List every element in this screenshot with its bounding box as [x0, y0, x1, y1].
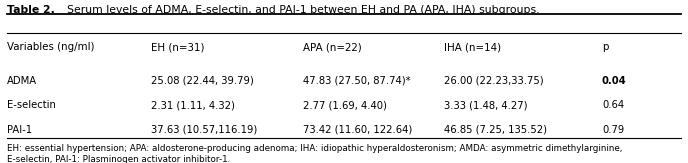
Text: 47.83 (27.50, 87.74)*: 47.83 (27.50, 87.74)* — [303, 76, 410, 86]
Text: 37.63 (10.57,116.19): 37.63 (10.57,116.19) — [151, 125, 257, 135]
Text: 46.85 (7.25, 135.52): 46.85 (7.25, 135.52) — [444, 125, 547, 135]
Text: 0.04: 0.04 — [602, 76, 627, 86]
Text: IHA (n=14): IHA (n=14) — [444, 42, 501, 52]
Text: 25.08 (22.44, 39.79): 25.08 (22.44, 39.79) — [151, 76, 254, 86]
Text: APA (n=22): APA (n=22) — [303, 42, 361, 52]
Text: Table 2.: Table 2. — [7, 5, 55, 15]
Text: PAI-1: PAI-1 — [7, 125, 32, 135]
Text: 2.31 (1.11, 4.32): 2.31 (1.11, 4.32) — [151, 100, 235, 110]
Text: EH (n=31): EH (n=31) — [151, 42, 205, 52]
Text: 0.64: 0.64 — [602, 100, 624, 110]
Text: 26.00 (22.23,33.75): 26.00 (22.23,33.75) — [444, 76, 544, 86]
Text: Serum levels of ADMA, E-selectin, and PAI-1 between EH and PA (APA, IHA) subgrou: Serum levels of ADMA, E-selectin, and PA… — [60, 5, 539, 15]
Text: 73.42 (11.60, 122.64): 73.42 (11.60, 122.64) — [303, 125, 412, 135]
Text: p: p — [602, 42, 608, 52]
Text: ADMA: ADMA — [7, 76, 37, 86]
Text: 0.79: 0.79 — [602, 125, 624, 135]
Text: 2.77 (1.69, 4.40): 2.77 (1.69, 4.40) — [303, 100, 387, 110]
Text: EH: essential hypertension; APA: aldosterone-producing adenoma; IHA: idiopathic : EH: essential hypertension; APA: aldoste… — [7, 144, 622, 153]
Text: 3.33 (1.48, 4.27): 3.33 (1.48, 4.27) — [444, 100, 527, 110]
Text: E-selectin, PAI-1: Plasminogen activator inhibitor-1.: E-selectin, PAI-1: Plasminogen activator… — [7, 155, 230, 163]
Text: E-selectin: E-selectin — [7, 100, 56, 110]
Text: Variables (ng/ml): Variables (ng/ml) — [7, 42, 94, 52]
